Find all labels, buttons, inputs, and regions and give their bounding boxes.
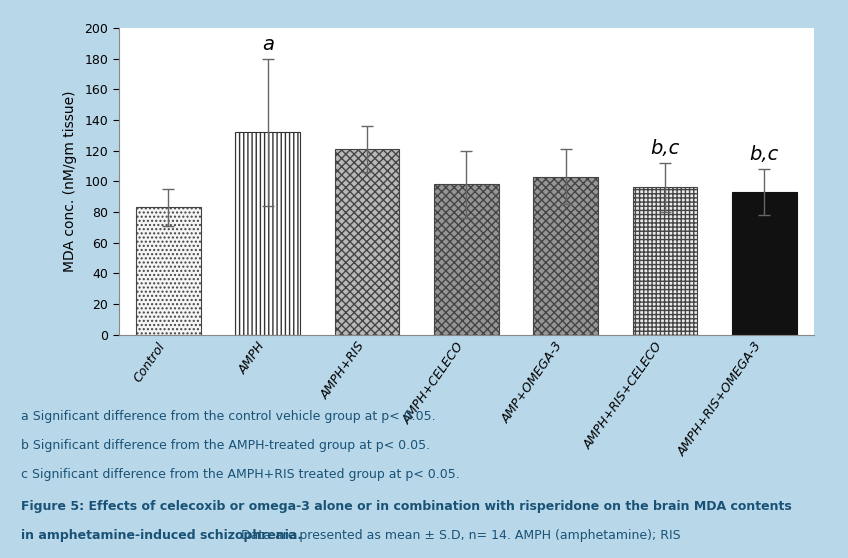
Text: Figure 5: Effects of celecoxib or omega-3 alone or in combination with risperido: Figure 5: Effects of celecoxib or omega-…: [21, 500, 792, 513]
Y-axis label: MDA conc. (nM/gm tissue): MDA conc. (nM/gm tissue): [64, 90, 77, 272]
Text: a Significant difference from the control vehicle group at p< 0.05.: a Significant difference from the contro…: [21, 410, 436, 423]
Text: b Significant difference from the AMPH-treated group at p< 0.05.: b Significant difference from the AMPH-t…: [21, 439, 430, 452]
Text: c Significant difference from the AMPH+RIS treated group at p< 0.05.: c Significant difference from the AMPH+R…: [21, 468, 460, 481]
Bar: [236, 132, 300, 335]
Bar: [335, 149, 399, 335]
Bar: [732, 192, 796, 335]
Bar: [434, 184, 499, 335]
Bar: [136, 208, 201, 335]
Text: b,c: b,c: [750, 146, 779, 165]
Text: a: a: [262, 35, 274, 54]
Text: b,c: b,c: [650, 140, 680, 158]
Text: Data are presented as mean ± S.D, n= 14. AMPH (amphetamine); RIS: Data are presented as mean ± S.D, n= 14.…: [237, 529, 680, 542]
Bar: [633, 187, 697, 335]
Text: in amphetamine-induced schizophrenia.: in amphetamine-induced schizophrenia.: [21, 529, 303, 542]
Bar: [533, 177, 598, 335]
